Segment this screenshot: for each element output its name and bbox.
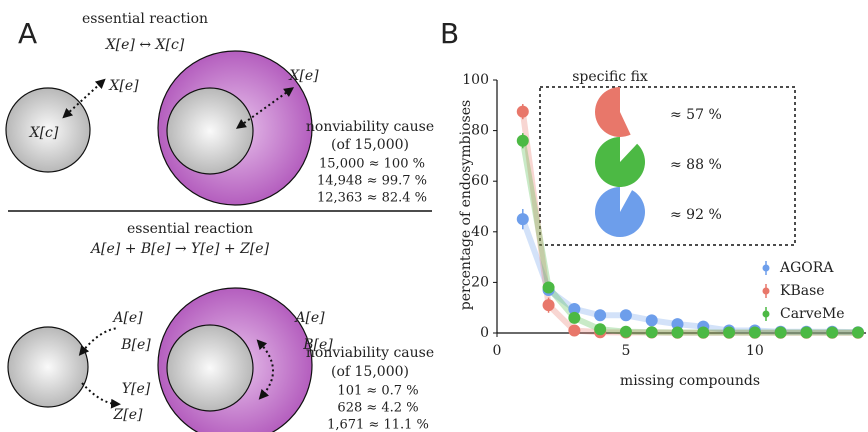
compound-label: X[e]	[288, 68, 319, 84]
data-point	[697, 326, 710, 339]
cause-count: 15,000 ≈ 100 %	[319, 157, 425, 172]
cause-count: 628 ≈ 4.2 %	[337, 401, 418, 416]
cause-subtitle: (of 15,000)	[331, 137, 409, 153]
data-point	[619, 309, 632, 322]
cell	[7, 326, 89, 408]
cause-title: nonviability cause	[306, 345, 434, 361]
data-point	[516, 134, 529, 147]
cause-subtitle: (of 15,000)	[331, 364, 409, 380]
pie-slice	[595, 137, 645, 187]
data-point	[671, 326, 684, 339]
compound-label: X[c]	[29, 125, 59, 141]
data-point	[568, 324, 581, 337]
x-tick-label: 5	[621, 343, 630, 359]
data-point	[748, 326, 761, 339]
cause-count: 1,671 ≈ 11.1 %	[327, 418, 429, 432]
inset-frame	[539, 86, 796, 246]
x-tick-label: 10	[746, 343, 764, 359]
endosymbiont	[166, 87, 254, 175]
compound-label: A[e]	[293, 310, 325, 326]
data-point	[594, 309, 607, 322]
y-axis-label: percentage of endosymbioses	[458, 100, 474, 310]
y-tick-label: 80	[471, 123, 489, 139]
y-tick-label: 40	[471, 224, 489, 240]
legend-marker	[762, 264, 770, 272]
data-point	[594, 323, 607, 336]
transport-arrow	[62, 78, 106, 119]
y-tick-label: 20	[471, 274, 489, 290]
reaction-title: essential reaction	[82, 11, 208, 27]
data-point	[800, 326, 813, 339]
y-tick-label: 100	[462, 72, 489, 88]
inset-title: specific fix	[572, 69, 648, 85]
y-tick-label: 0	[480, 325, 489, 341]
x-axis-label: missing compounds	[620, 373, 760, 389]
y-tick-label: 60	[471, 173, 489, 189]
transport-arrow	[256, 339, 274, 400]
pie-slice	[594, 187, 645, 237]
pie-label: ≈ 92 %	[670, 207, 722, 223]
export-arrow	[81, 382, 121, 409]
endosymbiont	[166, 324, 254, 412]
data-point	[671, 318, 684, 331]
cause-count: 101 ≈ 0.7 %	[337, 384, 418, 399]
compound-label: B[e]	[302, 337, 333, 353]
data-point	[826, 326, 839, 339]
legend-label: KBase	[780, 283, 825, 299]
reaction: A[e] + B[e] → Y[e] + Z[e]	[89, 241, 270, 257]
data-point	[542, 281, 555, 294]
data-point	[568, 311, 581, 324]
cause-count: 12,363 ≈ 82.4 %	[317, 191, 427, 206]
data-point	[516, 105, 529, 118]
reaction: X[e] ↔ X[c]	[105, 37, 185, 53]
reaction-title: essential reaction	[127, 221, 253, 237]
compound-label: Z[e]	[113, 407, 143, 423]
compound-label: A[e]	[111, 310, 143, 326]
compound-label: X[e]	[108, 78, 139, 94]
legend-label: AGORA	[779, 260, 834, 276]
cause-title: nonviability cause	[306, 119, 434, 135]
pie-label: ≈ 88 %	[670, 157, 722, 173]
data-point	[645, 326, 658, 339]
data-point	[542, 299, 555, 312]
pie-label: ≈ 57 %	[670, 107, 722, 123]
panel-label: A	[18, 17, 37, 50]
data-point	[723, 326, 736, 339]
data-point	[619, 325, 632, 338]
data-point	[516, 213, 529, 226]
compound-label: B[e]	[120, 337, 151, 353]
transport-arrow	[235, 87, 295, 129]
data-point	[774, 326, 787, 339]
data-point	[645, 314, 658, 327]
cause-count: 14,948 ≈ 99.7 %	[317, 174, 427, 189]
data-point	[852, 326, 864, 339]
panel-label: B	[440, 17, 459, 50]
import-arrow	[78, 327, 119, 356]
compound-label: Y[e]	[122, 381, 151, 397]
legend-label: CarveMe	[780, 306, 845, 322]
x-tick-label: 0	[493, 343, 502, 359]
legend-marker	[762, 310, 770, 318]
data-point	[568, 302, 581, 315]
legend-marker	[762, 287, 770, 295]
pie-slice	[595, 87, 631, 137]
